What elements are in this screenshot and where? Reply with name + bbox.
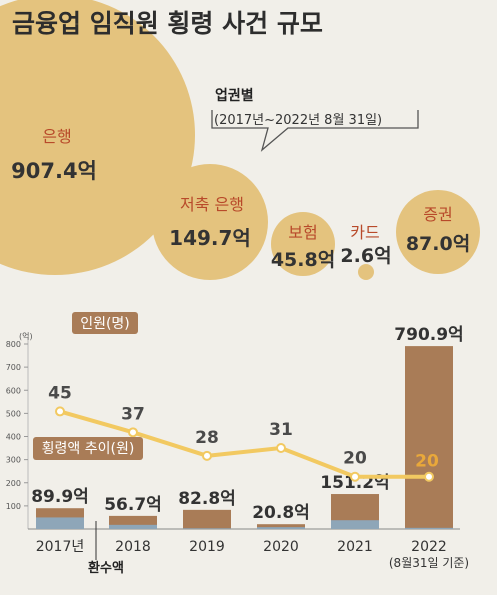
x-tick-label: 2019 xyxy=(189,539,225,555)
headcount-value-labels: 45 37 28 31 20 20 xyxy=(48,383,439,471)
bubble-savings-bank xyxy=(152,164,268,280)
trend-chart: (억) 100 200 300 400 500 600 700 800 89.9억 56.7억 8… xyxy=(6,312,469,576)
bubble-securities-value: 87.0억 xyxy=(406,233,470,255)
y-tick-label: 600 xyxy=(6,386,21,395)
bubble-savings-bank-value: 149.7억 xyxy=(169,226,251,250)
x-tick-label: 2018 xyxy=(115,539,151,555)
headcount-value-label: 37 xyxy=(121,404,145,424)
bar-value-label: 790.9억 xyxy=(394,325,463,345)
bubble-chart: 은행 907.4억 저축 은행 149.7억 보험 45.8억 카드 2.6억 … xyxy=(0,0,480,280)
recovered-bar xyxy=(109,524,157,529)
bubble-insurance-value: 45.8억 xyxy=(271,249,335,271)
headcount-value-label: 45 xyxy=(48,383,72,403)
bubble-bank xyxy=(0,0,195,275)
bubble-securities-name: 증권 xyxy=(423,205,452,224)
headcount-point xyxy=(202,450,212,461)
y-tick-label: 400 xyxy=(6,433,21,442)
callout-bracket xyxy=(211,110,419,152)
bubble-bank-name: 은행 xyxy=(42,127,71,146)
bar-value-label: 82.8억 xyxy=(178,489,236,509)
embezzlement-bar xyxy=(257,524,305,529)
line-legend-tag xyxy=(72,312,138,334)
subtitle-period: (2017년~2022년 8월 31일) xyxy=(214,113,382,128)
y-tick-label: 200 xyxy=(6,479,21,488)
headcount-value-label: 31 xyxy=(269,420,293,440)
x-axis-note: (8월31일 기준) xyxy=(389,556,469,570)
page-title: 금융업 임직원 횡령 사건 규모 xyxy=(12,9,323,38)
bubble-savings-bank-name: 저축 은행 xyxy=(180,195,244,214)
bar-value-label: 20.8억 xyxy=(252,503,310,523)
y-axis-unit-label: (억) xyxy=(19,331,33,341)
bar-legend-tag xyxy=(33,437,143,460)
bar-legend-label: 횡령액 추이(원) xyxy=(42,441,135,457)
bar-value-label: 56.7억 xyxy=(104,495,162,515)
x-tick-label: 2017년 xyxy=(36,539,85,555)
x-axis-labels: 2017년 2018 2019 2020 2021 2022 xyxy=(36,539,447,555)
embezzlement-bar xyxy=(405,346,453,529)
bubble-card-value: 2.6억 xyxy=(340,245,391,267)
headcount-point xyxy=(424,471,434,482)
bubble-insurance-name: 보험 xyxy=(288,223,317,242)
bars xyxy=(36,346,453,529)
headcount-point xyxy=(350,471,360,482)
recovered-bar xyxy=(257,527,305,529)
headcount-value-label: 20 xyxy=(415,452,439,472)
recovered-bar xyxy=(331,520,379,529)
y-tick-label: 800 xyxy=(6,340,21,349)
headcount-line xyxy=(59,409,429,479)
x-tick-label: 2021 xyxy=(337,539,373,555)
y-tick-label: 100 xyxy=(6,502,21,511)
headcount-value-label: 20 xyxy=(343,449,367,469)
embezzlement-bar xyxy=(183,509,231,529)
bubble-insurance xyxy=(271,212,335,276)
bubble-card-name: 카드 xyxy=(350,223,379,242)
line-legend-label: 인원(명) xyxy=(80,316,130,332)
bar-value-label: 89.9억 xyxy=(31,487,89,507)
y-tick-label: 300 xyxy=(6,456,21,465)
headcount-point xyxy=(55,406,65,417)
y-tick-label: 700 xyxy=(6,363,21,372)
y-tick-label: 500 xyxy=(6,409,21,418)
bubble-card xyxy=(358,264,374,280)
subtitle-callout: 업권별 (2017년~2022년 8월 31일) xyxy=(211,87,419,152)
recovered-bar xyxy=(183,528,231,529)
recovered-bar xyxy=(405,527,453,529)
x-tick-label: 2022 xyxy=(411,539,447,555)
headcount-points xyxy=(55,406,434,482)
headcount-value-label: 28 xyxy=(195,428,219,448)
bubble-securities xyxy=(396,190,480,274)
subtitle-label: 업권별 xyxy=(215,87,254,104)
recovered-bar xyxy=(36,517,84,529)
x-tick-label: 2020 xyxy=(263,539,299,555)
y-axis-ticks: 100 200 300 400 500 600 700 800 xyxy=(6,340,28,511)
recovered-legend-label: 환수액 xyxy=(88,560,124,576)
headcount-point xyxy=(128,427,138,438)
headcount-point xyxy=(276,442,286,453)
bubble-bank-value: 907.4억 xyxy=(11,159,97,183)
